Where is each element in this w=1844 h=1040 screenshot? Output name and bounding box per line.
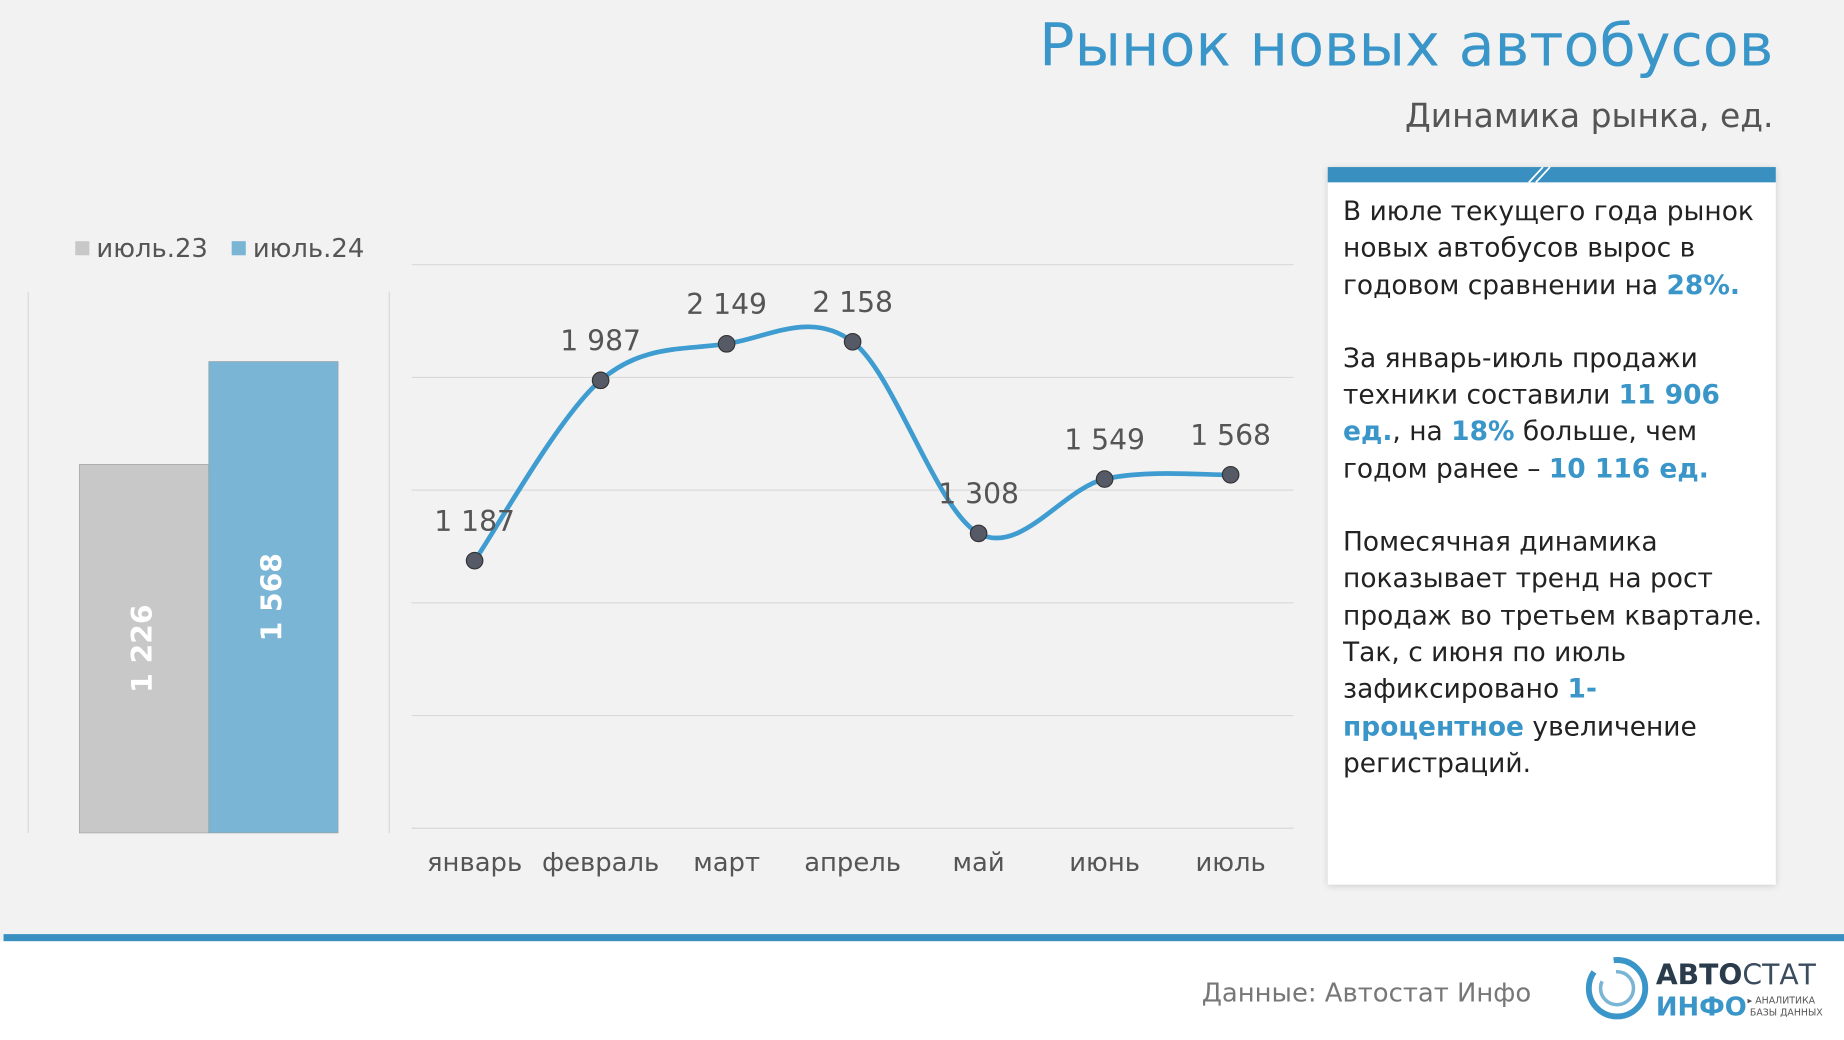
highlight: 11 906 ед.: [1343, 380, 1720, 448]
x-tick-label: март: [693, 848, 760, 878]
text-run: За январь-июль продажи техники составили: [1343, 343, 1698, 411]
logo-tag: БАЗЫ ДАННЫХ: [1750, 1007, 1823, 1018]
x-tick-label: январь: [427, 848, 522, 878]
note-notch: [1528, 166, 1551, 183]
bar: [79, 464, 210, 834]
x-tick-label: май: [953, 848, 1005, 878]
logo-tag: ▸ АНАЛИТИКА: [1748, 996, 1816, 1007]
text-run: , на: [1392, 417, 1452, 448]
highlight: 28%.: [1666, 270, 1740, 301]
logo-part: СТАТ: [1742, 958, 1816, 991]
text-run: В июле текущего года рынок новых автобус…: [1343, 196, 1754, 301]
data-label: 2 158: [812, 286, 893, 319]
logo-ring-inner: [1598, 970, 1636, 1007]
text-run: больше, чем годом ранее –: [1343, 417, 1698, 485]
logo-ring: [1585, 957, 1649, 1020]
legend-swatch: [75, 241, 90, 256]
highlight: 1-процентное: [1343, 674, 1597, 742]
logo-text: ИНФО: [1656, 993, 1747, 1023]
note-band: [1327, 167, 1776, 183]
marker: [591, 371, 610, 390]
paragraph: За январь-июль продажи техники составили…: [1343, 341, 1766, 488]
marker: [843, 332, 862, 351]
logo-text: АВТОСТАТ: [1656, 958, 1817, 991]
footer-band: [0, 941, 1844, 1040]
marker: [465, 551, 484, 570]
logo: АВТОСТАТ ИНФО ▸ АНАЛИТИКА БАЗЫ ДАННЫХ: [1585, 957, 1823, 1023]
data-label: 1 549: [1064, 423, 1145, 456]
note-box: В июле текущего года рынок новых автобус…: [1343, 194, 1766, 782]
highlight: 18%: [1451, 417, 1515, 448]
paragraph: Помесячная динамика показывает тренд на …: [1343, 525, 1766, 783]
highlight: 10 116 ед.: [1548, 453, 1709, 485]
subtitle: Динамика рынка, ед.: [1405, 96, 1773, 135]
paragraph: В июле текущего года рынок новых автобус…: [1343, 194, 1766, 304]
title: Рынок новых автобусов: [1039, 11, 1773, 80]
data-label: 1 308: [938, 478, 1019, 511]
data-label: 1 568: [255, 553, 288, 641]
x-tick-label: февраль: [542, 848, 659, 878]
note-text: В июле текущего года рынок новых автобус…: [1343, 194, 1766, 782]
x-tick-label: июнь: [1069, 848, 1140, 878]
data-label: 1 226: [126, 604, 159, 692]
legend-label: июль.24: [253, 234, 364, 264]
marker: [1095, 470, 1114, 488]
data-label: 1 568: [1190, 419, 1271, 452]
logo-part: АВТО: [1656, 958, 1743, 991]
x-tick-label: июль: [1195, 848, 1265, 878]
text-run: Помесячная динамика показывает тренд на …: [1343, 527, 1763, 706]
marker: [717, 335, 736, 353]
legend-label: июль.23: [96, 234, 207, 264]
data-label: 1 987: [560, 325, 641, 358]
marker: [1221, 465, 1240, 484]
footer-rule: [3, 934, 1844, 942]
data-label: 2 149: [686, 288, 767, 321]
bar: [208, 361, 339, 834]
marker: [969, 524, 988, 543]
x-tick-label: апрель: [804, 848, 901, 878]
legend-swatch: [231, 241, 246, 256]
data-label: 1 187: [434, 505, 515, 538]
text-run: увеличение регистраций.: [1343, 711, 1697, 779]
source: Данные: Автостат Инфо: [1202, 979, 1531, 1009]
note-panel: [1327, 167, 1776, 885]
